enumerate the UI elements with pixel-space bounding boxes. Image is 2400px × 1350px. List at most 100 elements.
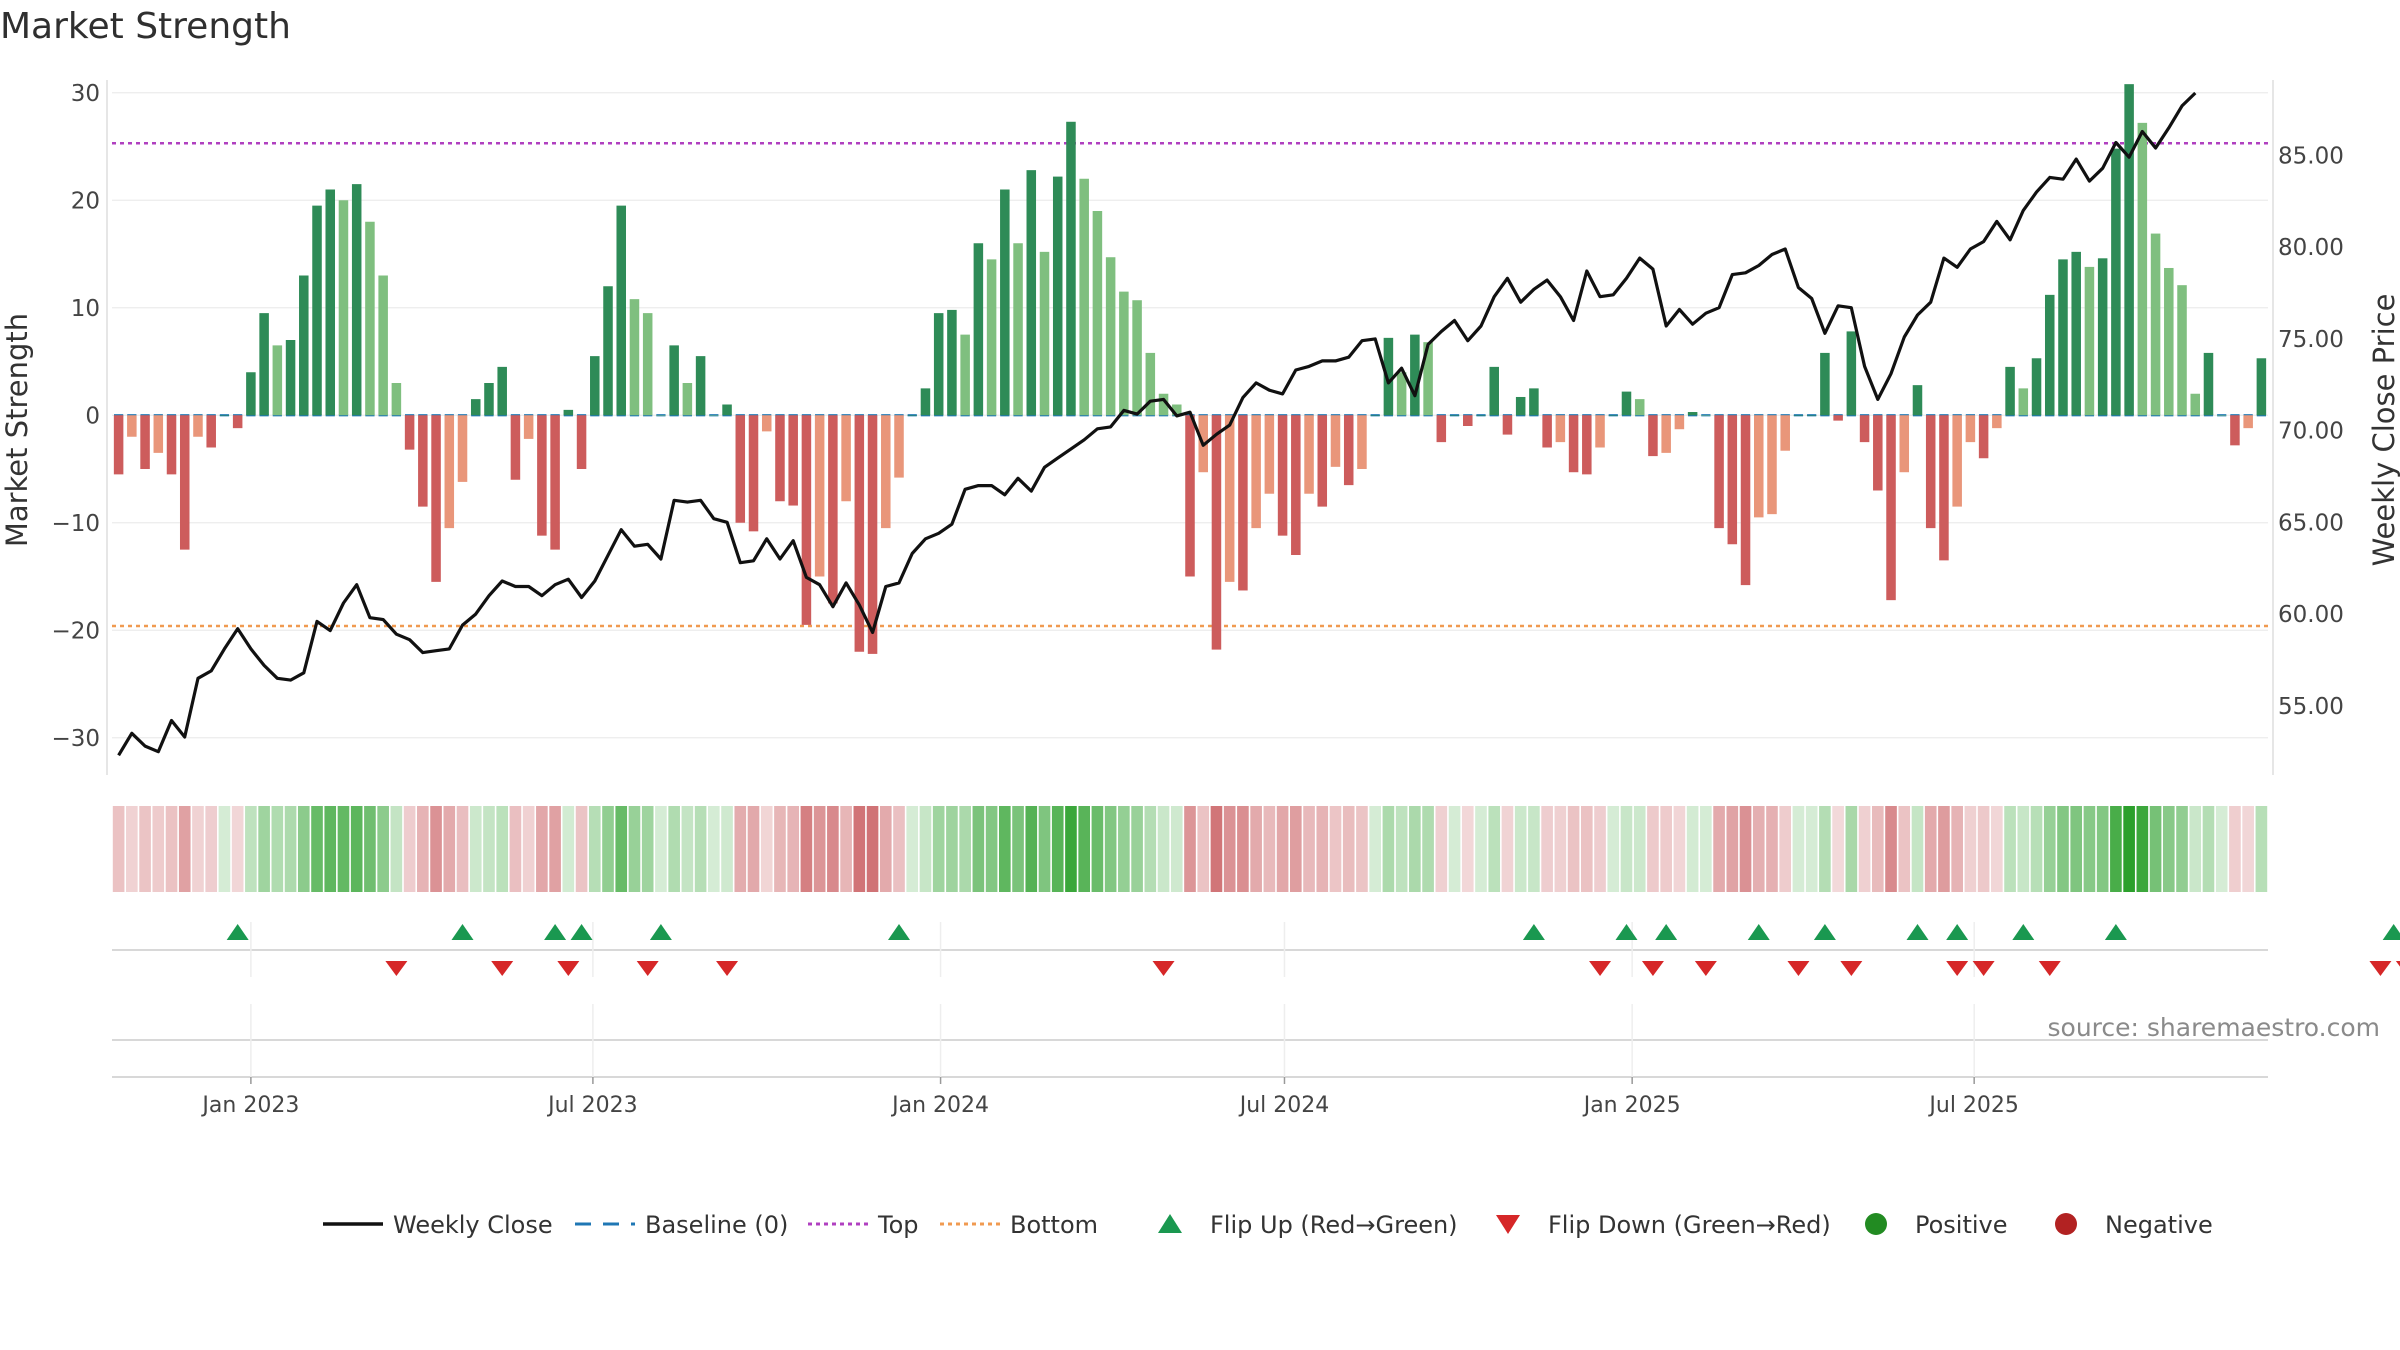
legend-item[interactable]: Top	[808, 1211, 919, 1239]
heat-cell	[165, 806, 178, 892]
strength-bar	[1410, 334, 1420, 416]
heat-cell	[721, 806, 733, 892]
strength-bar	[2058, 259, 2068, 416]
legend-item[interactable]: Flip Up (Red→Green)	[1158, 1211, 1458, 1239]
heat-cell	[1660, 806, 1672, 892]
strength-bar	[2230, 415, 2240, 446]
strength-bar	[444, 415, 455, 529]
heat-cell	[1924, 806, 1937, 892]
heat-cell	[1977, 806, 1990, 892]
strength-bar	[1092, 211, 1103, 416]
flip-up-marker	[888, 924, 911, 940]
strength-bar	[1608, 415, 1619, 416]
heat-cell	[919, 806, 932, 892]
strength-bar	[193, 415, 203, 437]
heat-cell	[126, 806, 138, 892]
flip-down-marker	[2369, 961, 2392, 976]
strength-bar	[1925, 415, 1936, 529]
flip-down-marker	[1694, 961, 1717, 976]
legend-item[interactable]: Weekly Close	[323, 1211, 553, 1239]
strength-bar	[418, 415, 428, 507]
heat-cell	[879, 806, 892, 892]
heat-cell	[2242, 806, 2254, 892]
strength-bar	[1978, 415, 1989, 459]
strength-bar	[1238, 415, 1248, 591]
strength-bar	[1436, 415, 1447, 443]
y-tick-label-left: −20	[51, 618, 100, 644]
strength-bar	[709, 415, 719, 416]
heat-cell	[2096, 806, 2109, 892]
strength-bar	[854, 415, 865, 652]
strength-bar	[629, 299, 640, 416]
legend-item[interactable]: Negative	[2055, 1211, 2213, 1239]
heat-cell	[469, 806, 482, 892]
heat-cell	[522, 806, 535, 892]
heat-cell	[1488, 806, 1501, 892]
flip-down-marker	[636, 961, 659, 976]
legend-item[interactable]: Flip Down (Green→Red)	[1496, 1211, 1831, 1239]
strength-bar	[497, 366, 507, 416]
flip-up-marker	[1615, 924, 1638, 940]
weekly-close-line	[117, 91, 2197, 757]
heat-cell	[2229, 806, 2241, 892]
heat-cell	[1290, 806, 1302, 892]
heat-cell	[1514, 806, 1527, 892]
heat-cell	[443, 806, 456, 892]
strength-bar	[788, 415, 798, 506]
heat-cell	[1118, 806, 1130, 892]
flip-up-marker	[570, 924, 593, 940]
legend-item[interactable]: Positive	[1865, 1211, 2008, 1239]
strength-bar	[1661, 415, 1671, 453]
strength-bar	[2256, 358, 2267, 416]
heat-cell	[1316, 806, 1329, 892]
strength-bar	[2111, 148, 2121, 416]
strength-bar	[2018, 388, 2029, 416]
strength-bar	[1992, 415, 2002, 429]
strength-bar	[246, 372, 256, 416]
legend[interactable]: Weekly Close Baseline (0) Top Bottom Flip Up…	[323, 1211, 2213, 1239]
strength-bar	[2243, 415, 2253, 429]
heat-cell	[946, 806, 958, 892]
heat-cell	[311, 806, 323, 892]
strength-bar	[801, 415, 812, 625]
heat-cell	[1673, 806, 1686, 892]
strength-bar	[166, 415, 177, 475]
legend-item[interactable]: Baseline (0)	[575, 1211, 788, 1239]
strength-bar	[603, 286, 613, 416]
strength-bar	[735, 415, 746, 523]
heat-cell	[192, 806, 204, 892]
heat-cell	[483, 806, 495, 892]
flip-up-marker	[1522, 924, 1545, 940]
legend-circle-icon	[1865, 1213, 1887, 1235]
strength-bar	[2177, 285, 2187, 416]
strength-bar	[1291, 415, 1301, 555]
heat-cell	[800, 806, 813, 892]
strength-bar	[828, 415, 838, 604]
heat-cell	[1184, 806, 1196, 892]
strength-bar	[1304, 415, 1314, 494]
strength-bar	[947, 309, 957, 416]
strength-bar	[894, 415, 904, 478]
heat-cell	[1541, 806, 1553, 892]
heat-cell	[1131, 806, 1143, 892]
legend-label: Bottom	[1010, 1211, 1098, 1239]
strength-bar	[2005, 366, 2015, 416]
heat-cell	[350, 806, 363, 892]
flip-down-marker	[1589, 961, 1612, 976]
legend-label: Flip Up (Red→Green)	[1210, 1211, 1458, 1239]
strength-bar	[933, 313, 944, 416]
heat-cell	[271, 806, 284, 892]
strength-bar	[1172, 404, 1182, 416]
heat-cell	[1395, 806, 1408, 892]
strength-bar	[338, 200, 349, 416]
legend-item[interactable]: Bottom	[940, 1211, 1098, 1239]
strength-bar	[973, 243, 984, 416]
strength-bar	[1119, 291, 1129, 416]
heat-cell	[866, 806, 879, 892]
heat-cell	[1726, 806, 1739, 892]
heat-cell	[774, 806, 786, 892]
heat-cell	[985, 806, 998, 892]
strength-bar	[1330, 415, 1341, 467]
heat-cell	[2189, 806, 2202, 892]
